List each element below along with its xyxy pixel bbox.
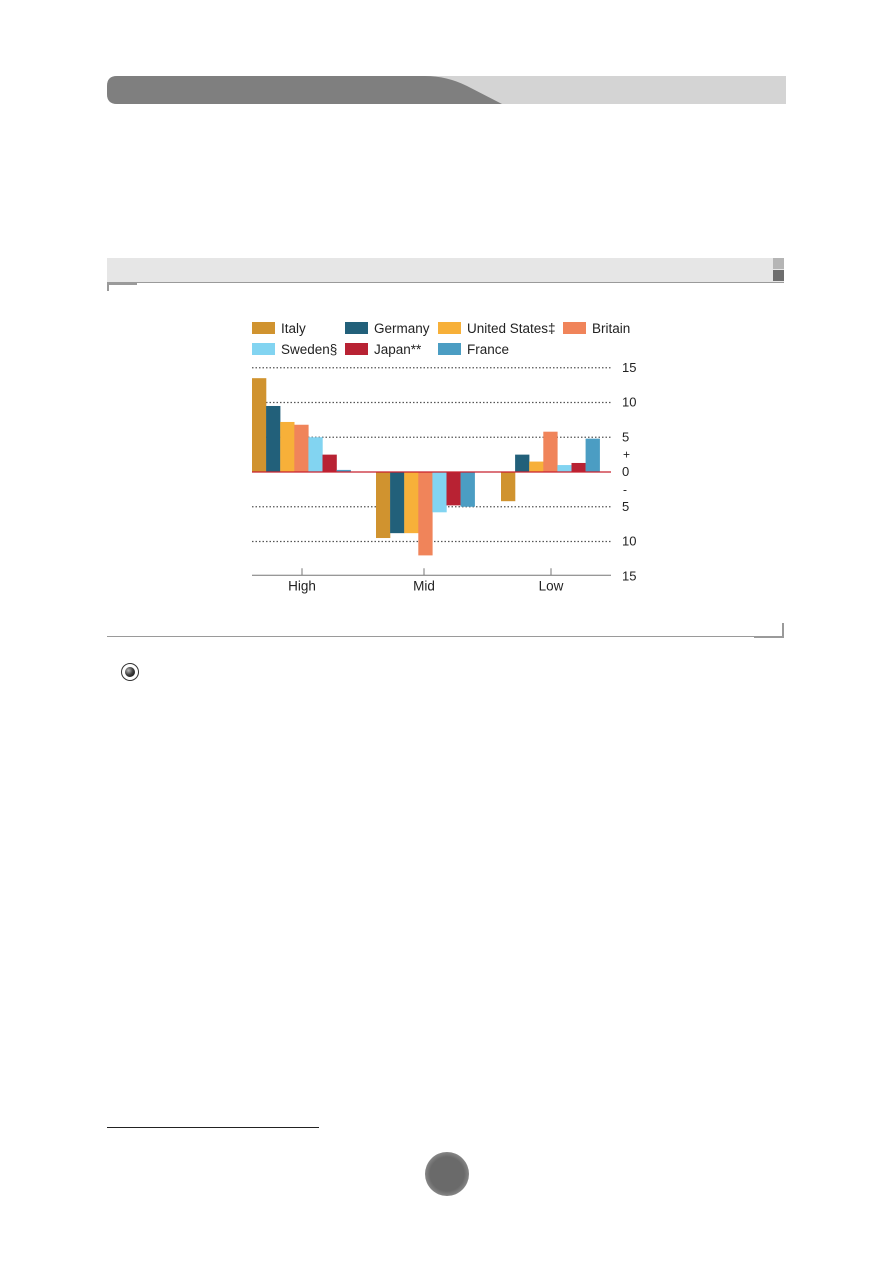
chart-y-tick-labels: 15 10 5 0 5 10 15 + - [622, 360, 636, 584]
legend-swatch-5 [345, 343, 368, 355]
x-tick-label-high: High [288, 578, 316, 593]
legend-swatch-4 [252, 343, 275, 355]
footnote-rule [107, 1127, 319, 1128]
figure-corner-bottom-right [754, 623, 784, 638]
section-divider [107, 282, 784, 283]
bar-low-0 [501, 472, 516, 502]
y-tick-label-6: 15 [622, 568, 636, 583]
bar-mid-6 [460, 472, 475, 507]
bar-low-6 [585, 438, 600, 472]
bar-high-0 [252, 378, 267, 472]
y-tick-label-3: 0 [622, 464, 629, 479]
bar-high-4 [308, 437, 323, 472]
bar-low-1 [515, 454, 530, 472]
bar-high-2 [280, 421, 295, 472]
bar-high-5 [322, 454, 337, 472]
legend-swatch-6 [438, 343, 461, 355]
chart-legend: Italy Germany United States‡ Britain Sweden§… [252, 321, 630, 357]
legend-swatch-0 [252, 322, 275, 334]
legend-label-6: France [467, 342, 509, 357]
bar-mid-5 [446, 472, 461, 506]
legend-swatch-2 [438, 322, 461, 334]
page-number-badge [425, 1152, 469, 1196]
bar-low-2 [529, 461, 544, 472]
legend-label-5: Japan** [374, 342, 422, 357]
legend-label-2: United States‡ [467, 321, 556, 336]
chart-bars [252, 378, 600, 556]
y-sign-minus: - [623, 482, 627, 496]
bar-mid-2 [404, 472, 419, 534]
bar-mid-0 [376, 472, 391, 539]
y-tick-label-0: 15 [622, 360, 636, 375]
header-band [107, 76, 786, 104]
y-sign-plus: + [623, 448, 630, 462]
header-band-shape [107, 76, 786, 104]
bar-mid-4 [432, 472, 447, 513]
bar-mid-3 [418, 472, 433, 556]
bar-high-3 [294, 424, 309, 472]
bar-high-1 [266, 405, 281, 472]
section-marker-dark [773, 270, 784, 281]
section-bar [107, 258, 784, 282]
bar-mid-1 [390, 472, 405, 534]
y-tick-label-4: 5 [622, 499, 629, 514]
bar-low-5 [571, 462, 586, 472]
x-tick-label-low: Low [539, 578, 564, 593]
bar-low-3 [543, 431, 558, 472]
bullet-icon [121, 663, 139, 681]
legend-label-0: Italy [281, 321, 306, 336]
section-marker [773, 258, 784, 269]
y-tick-label-2: 5 [622, 429, 629, 444]
legend-swatch-3 [563, 322, 586, 334]
legend-label-1: Germany [374, 321, 430, 336]
bar-low-4 [557, 465, 572, 472]
y-tick-label-5: 10 [622, 534, 636, 549]
bar-high-6 [336, 469, 351, 472]
figure-bottom-divider [107, 636, 784, 637]
legend-label-4: Sweden§ [281, 342, 337, 357]
chart-x-tick-labels: High Mid Low [288, 578, 564, 593]
chart-axes [252, 471, 611, 576]
figure-corner-top-left [107, 283, 137, 291]
legend-label-3: Britain [592, 321, 630, 336]
x-tick-label-mid: Mid [413, 578, 435, 593]
legend-swatch-1 [345, 322, 368, 334]
y-tick-label-1: 10 [622, 395, 636, 410]
bar-chart: Italy Germany United States‡ Britain Sweden§… [252, 321, 636, 593]
